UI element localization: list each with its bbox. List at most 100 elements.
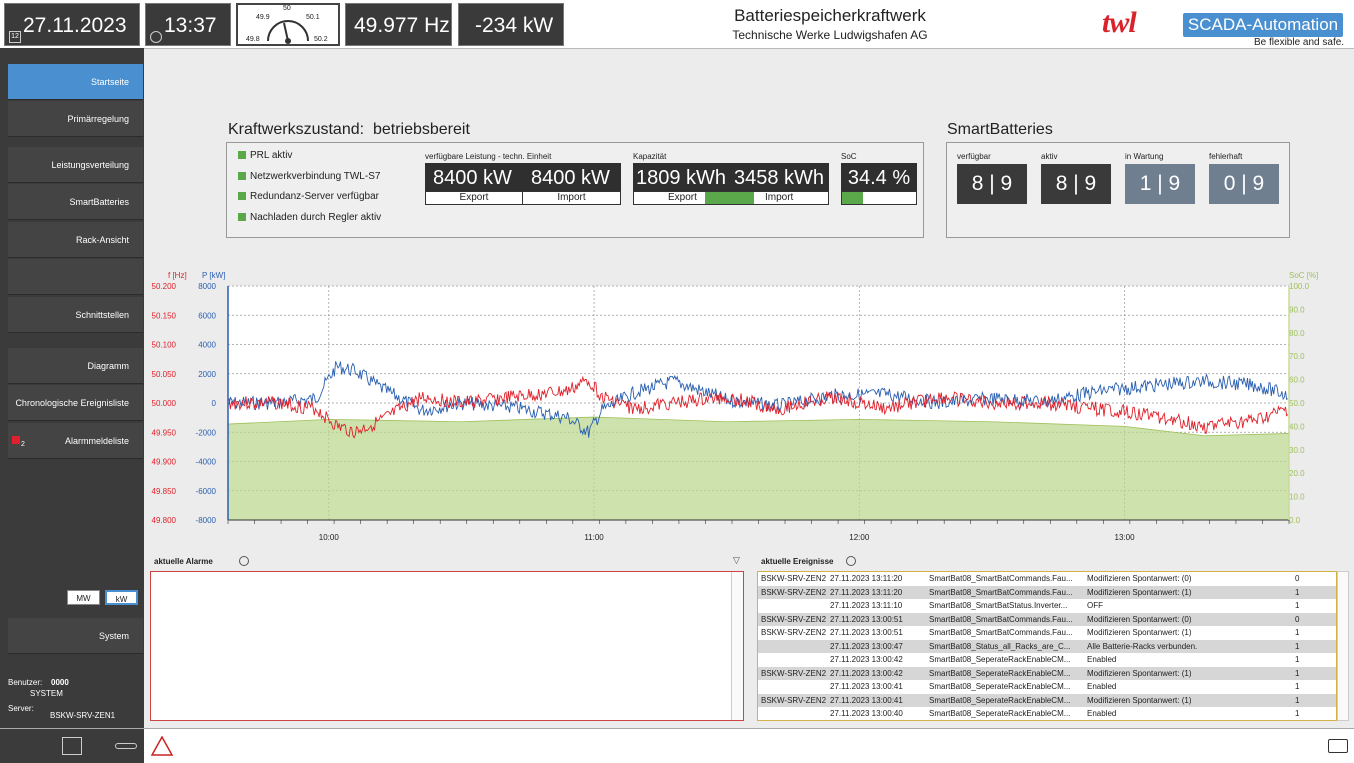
sb-available[interactable]: 8 | 9 <box>957 164 1027 204</box>
power-values: 8400 kW 8400 kW <box>425 163 621 191</box>
event-cell: SmartBat08_SeperateRackEnableCM... <box>929 709 1071 718</box>
alarms-popout-icon[interactable] <box>239 556 249 566</box>
event-cell: 27.11.2023 13:11:20 <box>830 574 903 583</box>
event-cell: Modifizieren Spontanwert: (1) <box>1087 695 1192 705</box>
event-cell: SmartBat08_Status_all_Racks_are_C... <box>929 641 1071 651</box>
event-row[interactable]: 27.11.2023 13:11:10 SmartBat08_SmartBatSt… <box>758 599 1336 613</box>
event-cell: 1 <box>1295 655 1300 664</box>
alarm-scrollbar[interactable] <box>731 572 743 720</box>
series-p <box>227 361 1289 438</box>
status-text: Netzwerkverbindung TWL-S7 <box>250 171 381 182</box>
nav-startseite[interactable]: Startseite <box>8 64 143 100</box>
sb-faulty[interactable]: 0 | 9 <box>1209 164 1279 204</box>
top-bar: 12 27.11.2023 13:37 50 49.9 50.1 49.8 50… <box>0 0 1354 48</box>
event-cell: BSKW-SRV-ZEN2 <box>761 614 827 624</box>
nav-ereignisliste[interactable]: Chronologische Ereignisliste <box>8 385 143 421</box>
event-cell: Alle Batterie-Racks verbunden. <box>1087 641 1198 651</box>
alarm-list[interactable] <box>150 571 744 721</box>
chart-lines <box>227 361 1289 439</box>
soc-tick-label: 0.0 <box>1289 516 1301 525</box>
power-label: verfügbare Leistung - techn. Einheit <box>425 152 552 161</box>
event-cell: 27.11.2023 13:00:42 <box>830 655 903 664</box>
events-popout-icon[interactable] <box>846 556 856 566</box>
event-row[interactable]: BSKW-SRV-ZEN2 27.11.2023 13:00:51 SmartBat… <box>758 612 1336 626</box>
p-tick-label: -4000 <box>196 458 217 467</box>
twl-logo: twl <box>1102 6 1137 39</box>
event-row[interactable]: 27.11.2023 13:00:41 SmartBat08_SeperateRa… <box>758 680 1336 694</box>
camera-icon[interactable] <box>1328 739 1348 753</box>
p-tick-label: -6000 <box>196 487 217 496</box>
frequency-box: 49.977 Hz <box>345 3 452 46</box>
event-row[interactable]: BSKW-SRV-ZEN2 27.11.2023 13:11:20 SmartBat… <box>758 585 1336 599</box>
status-prl: PRL aktiv <box>238 150 292 161</box>
event-row[interactable]: BSKW-SRV-ZEN2 27.11.2023 13:11:20 SmartBat… <box>758 572 1336 586</box>
server-label: Server: <box>8 704 34 713</box>
event-cell: Modifizieren Spontanwert: (1) <box>1087 628 1192 637</box>
event-row[interactable]: 27.11.2023 13:00:42 SmartBat08_SeperateRa… <box>758 653 1336 667</box>
nav-leistungsverteilung[interactable]: Leistungsverteilung <box>8 147 143 183</box>
nav-rack-ansicht[interactable]: Rack-Ansicht <box>8 222 143 258</box>
plant-state-label: Kraftwerkszustand: <box>228 121 365 138</box>
chart-axes: 10:00 11:00 12:00 13:00 f [Hz] P [kW] SoC [%] 5… <box>152 271 1319 542</box>
event-cell: 27.11.2023 13:00:51 <box>830 628 903 637</box>
status-ok-icon <box>238 192 246 201</box>
alarms-title: aktuelle Alarme <box>154 557 213 566</box>
network-icon[interactable] <box>62 737 82 755</box>
status-text: Redundanz-Server verfügbar <box>250 191 379 202</box>
event-cell: BSKW-SRV-ZEN2 <box>761 695 827 705</box>
f-tick-label: 50.000 <box>152 399 177 408</box>
capacity-import-label: Import <box>765 192 794 203</box>
event-cell: Modifizieren Spontanwert: (1) <box>1087 668 1192 678</box>
x-tick-label: 11:00 <box>584 533 604 542</box>
f-tick-label: 50.200 <box>152 282 177 291</box>
capacity-bar: Export Import <box>633 191 829 205</box>
event-list[interactable]: BSKW-SRV-ZEN2 27.11.2023 13:11:20 SmartBat… <box>757 571 1337 721</box>
event-cell: 27.11.2023 13:00:40 <box>830 709 903 718</box>
event-cell: 1 <box>1295 668 1300 678</box>
axis-title: f [Hz] <box>168 271 187 280</box>
nav-smartbatteries[interactable]: SmartBatteries <box>8 184 143 220</box>
frequency-gauge: 50 49.9 50.1 49.8 50.2 <box>236 3 340 46</box>
p-tick-label: -8000 <box>196 516 217 525</box>
bottom-bar <box>0 728 1354 763</box>
nav-system[interactable]: System <box>8 618 143 654</box>
event-cell: 0 <box>1295 574 1300 583</box>
plant-state-title: Kraftwerkszustand: betriebsbereit <box>228 121 470 139</box>
nav-schnittstellen[interactable]: Schnittstellen <box>8 297 143 333</box>
capacity-label: Kapazität <box>633 152 667 161</box>
event-row[interactable]: BSKW-SRV-ZEN2 27.11.2023 13:00:51 SmartBat… <box>758 626 1336 640</box>
nav-alarmmeldeliste[interactable]: Alarmmeldeliste <box>8 423 143 459</box>
alarm-ack-icon[interactable] <box>151 736 173 756</box>
event-cell: 1 <box>1295 628 1300 637</box>
key-icon[interactable] <box>115 743 137 749</box>
sb-maintenance[interactable]: 1 | 9 <box>1125 164 1195 204</box>
capacity-export: 1809 kWh <box>636 167 727 189</box>
user-name: SYSTEM <box>30 689 63 698</box>
event-cell: Modifizieren Spontanwert: (0) <box>1087 574 1192 583</box>
unit-kw-button[interactable]: kW <box>105 590 138 605</box>
date-box: 12 27.11.2023 <box>4 3 140 46</box>
event-row[interactable]: 27.11.2023 13:00:40 SmartBat08_SeperateRa… <box>758 707 1336 720</box>
alarms-filter-icon[interactable]: ▽ <box>733 555 740 565</box>
axis-title: SoC [%] <box>1289 271 1318 280</box>
p-tick-label: 0 <box>212 399 217 408</box>
p-tick-label: 4000 <box>198 341 216 350</box>
soc-bar <box>841 191 917 205</box>
unit-mw-button[interactable]: MW <box>67 590 100 605</box>
gauge-label-r2: 50.2 <box>314 36 328 43</box>
f-tick-label: 49.950 <box>152 428 177 437</box>
f-tick-label: 50.150 <box>152 311 177 320</box>
status-text: PRL aktiv <box>250 150 293 161</box>
event-row[interactable]: BSKW-SRV-ZEN2 27.11.2023 13:00:42 SmartBat… <box>758 666 1336 680</box>
nav-diagramm[interactable]: Diagramm <box>8 348 143 384</box>
sb-active[interactable]: 8 | 9 <box>1041 164 1111 204</box>
import-label: Import <box>522 191 621 205</box>
event-scrollbar[interactable] <box>1337 571 1349 721</box>
gauge-dial <box>267 20 309 44</box>
power-value: -234 kW <box>475 14 554 37</box>
nav-primaerregelung[interactable]: Primärregelung <box>8 101 143 137</box>
event-row[interactable]: 27.11.2023 13:00:47 SmartBat08_Status_all… <box>758 639 1336 653</box>
event-row[interactable]: BSKW-SRV-ZEN2 27.11.2023 13:00:41 SmartBat… <box>758 693 1336 707</box>
event-cell: OFF <box>1087 601 1103 610</box>
event-cell: SmartBat08_SmartBatCommands.Fau... <box>929 587 1073 597</box>
